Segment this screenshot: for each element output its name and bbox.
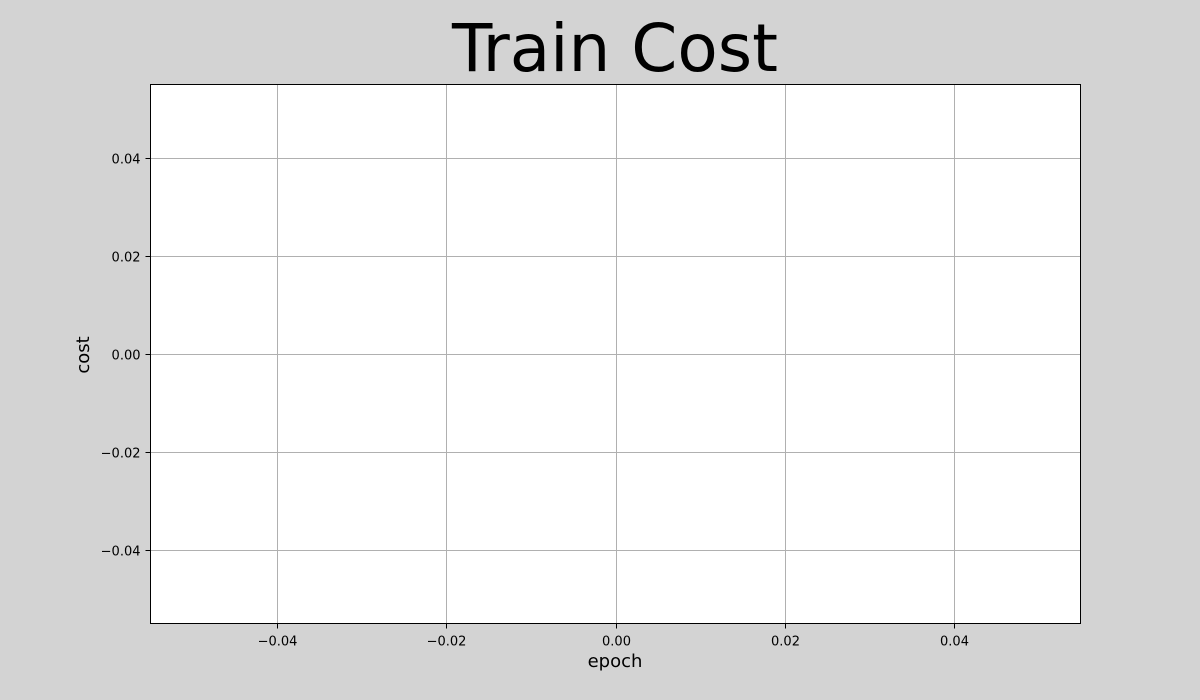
y-tick-label: 0.04	[112, 153, 141, 168]
x-tick-label: 0.02	[771, 635, 800, 650]
y-axis-label: cost	[73, 336, 94, 373]
x-tick-label: 0.00	[602, 635, 631, 650]
x-axis-label: epoch	[588, 651, 643, 672]
x-tick-label: 0.04	[940, 635, 969, 650]
y-tick-label: −0.04	[101, 545, 141, 560]
y-tick-label: 0.00	[112, 349, 141, 364]
x-tick-label: −0.04	[258, 635, 298, 650]
grid-lines	[150, 84, 1081, 624]
x-tick-label: −0.02	[427, 635, 467, 650]
chart-title: Train Cost	[451, 10, 778, 87]
y-axis-ticks: −0.04 −0.02 0.00 0.02 0.04	[101, 153, 151, 560]
x-axis-ticks: −0.04 −0.02 0.00 0.02 0.04	[258, 623, 969, 650]
y-tick-label: 0.02	[112, 251, 141, 266]
y-tick-label: −0.02	[101, 447, 141, 462]
